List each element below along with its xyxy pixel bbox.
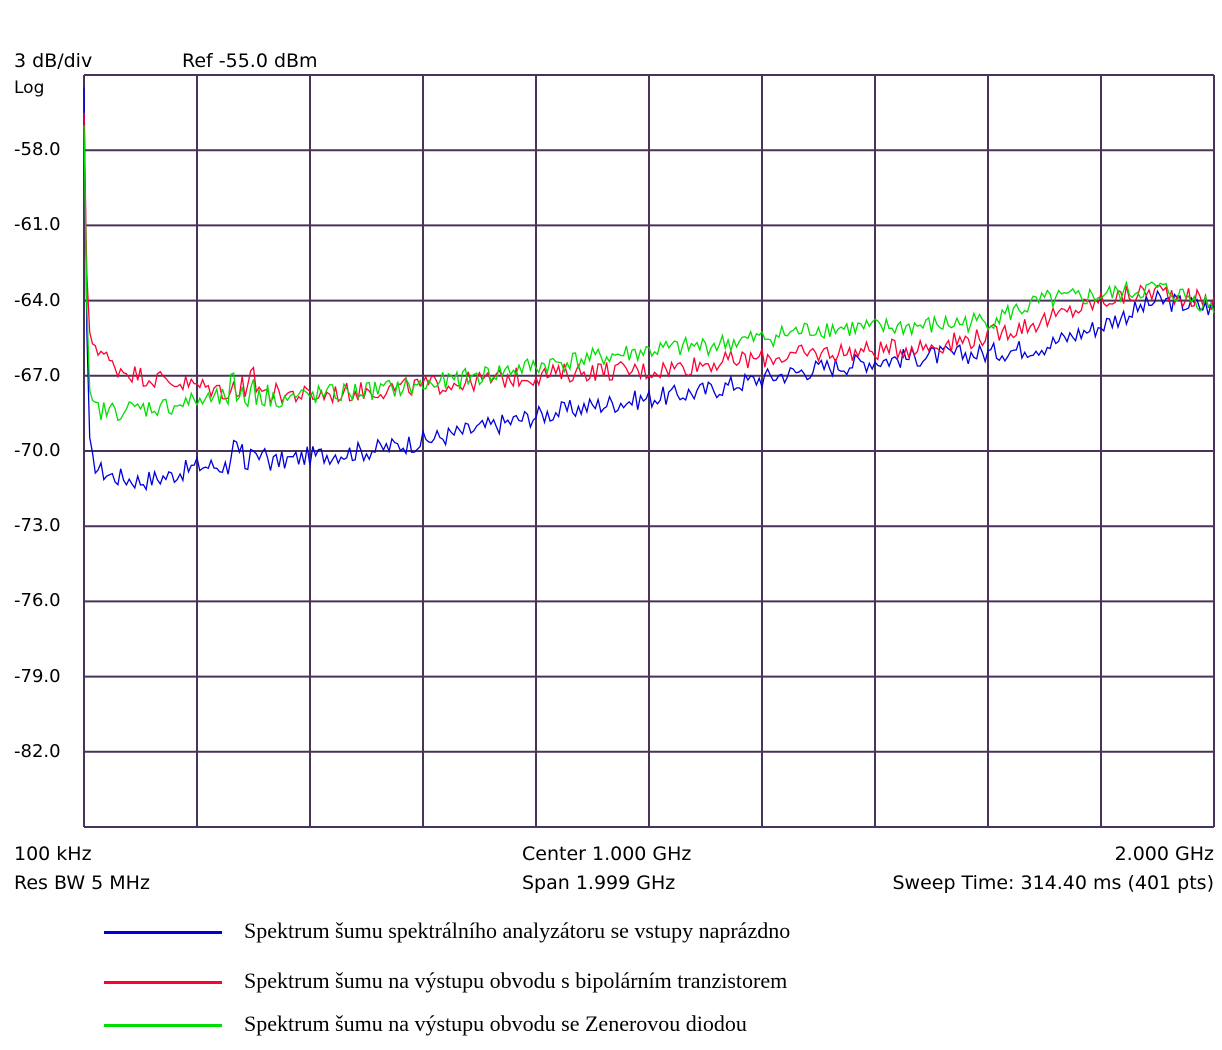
series-line-3 xyxy=(83,125,1215,422)
y-tick-label: -67.0 xyxy=(14,364,61,386)
ref-label: Ref -55.0 dBm xyxy=(182,50,318,72)
legend-label: Spektrum šumu na výstupu obvodu s bipolá… xyxy=(244,968,788,993)
stop-frequency: 2.000 GHz xyxy=(1114,843,1214,865)
legend-label: Spektrum šumu na výstupu obvodu se Zener… xyxy=(244,1011,747,1036)
y-tick-label: -58.0 xyxy=(14,139,61,161)
y-tick-label: -79.0 xyxy=(14,665,61,687)
legend-swatch-green xyxy=(104,1024,222,1027)
span-label: Span 1.999 GHz xyxy=(522,872,676,894)
scale-label: 3 dB/div xyxy=(14,50,93,72)
y-tick-label: -61.0 xyxy=(14,214,61,236)
spectrum-plot xyxy=(83,74,1215,828)
log-label: Log xyxy=(14,78,45,98)
grid xyxy=(83,74,1215,828)
y-tick-label: -76.0 xyxy=(14,590,61,612)
legend-swatch-blue xyxy=(104,931,222,934)
resolution-bandwidth: Res BW 5 MHz xyxy=(14,872,150,894)
y-tick-label: -73.0 xyxy=(14,515,61,537)
center-frequency: Center 1.000 GHz xyxy=(522,843,692,865)
y-tick-label: -82.0 xyxy=(14,740,61,762)
series-line-1 xyxy=(83,87,1215,492)
y-tick-label: -64.0 xyxy=(14,289,61,311)
legend-label: Spektrum šumu spektrálního analyzátoru s… xyxy=(244,918,791,943)
y-tick-label: -70.0 xyxy=(14,440,61,461)
sweep-time: Sweep Time: 314.40 ms (401 pts) xyxy=(892,872,1214,894)
series-group xyxy=(83,87,1215,492)
legend-swatch-red xyxy=(104,981,222,984)
start-frequency: 100 kHz xyxy=(14,843,92,865)
